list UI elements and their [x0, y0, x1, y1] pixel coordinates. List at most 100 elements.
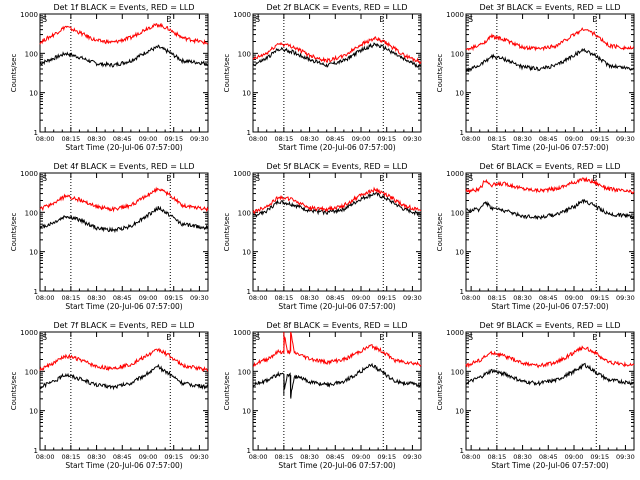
- chart-title: Det 1f BLACK = Events, RED = LLD: [53, 3, 194, 12]
- x-axis-label: Start Time (20-Jul-06 07:57:00): [278, 143, 395, 152]
- y-tick-label: 100: [238, 50, 251, 58]
- e-label: E: [592, 333, 597, 342]
- y-tick-label: 1: [247, 129, 251, 137]
- x-tick-label: 09:30: [190, 453, 209, 461]
- y-tick-label: 10: [242, 408, 251, 416]
- y-tick-label: 10: [455, 90, 464, 98]
- x-tick-label: 08:45: [326, 453, 345, 461]
- x-tick-label: 08:45: [113, 453, 132, 461]
- chart-panel-7: Det 7f BLACK = Events, RED = LLD 1 10 100 10…: [10, 321, 209, 470]
- x-tick-label: 09:30: [403, 294, 422, 302]
- s-label: S: [255, 15, 260, 24]
- y-tick-label: 100: [25, 50, 38, 58]
- x-tick-label: 08:30: [513, 294, 532, 302]
- y-axis-label: Counts/sec: [223, 54, 231, 93]
- series-lld-line: [465, 27, 635, 52]
- e-label: E: [166, 15, 171, 24]
- plot-frame: [252, 13, 422, 133]
- x-tick-label: 09:30: [616, 453, 635, 461]
- e-label: E: [592, 15, 597, 24]
- y-tick-label: 1: [34, 129, 38, 137]
- chart-title: Det 8f BLACK = Events, RED = LLD: [266, 321, 407, 330]
- x-tick-label: 09:15: [590, 453, 609, 461]
- chart-panel-5: Det 5f BLACK = Events, RED = LLD 1 10 100 10…: [223, 162, 422, 311]
- s-label: S: [468, 174, 473, 183]
- series-events-line: [252, 42, 422, 69]
- y-tick-label: 1000: [20, 329, 38, 337]
- x-tick-label: 08:45: [539, 294, 558, 302]
- x-tick-label: 08:00: [249, 453, 268, 461]
- x-tick-label: 08:30: [87, 294, 106, 302]
- x-tick-label: 08:45: [539, 135, 558, 143]
- chart-title: Det 9f BLACK = Events, RED = LLD: [479, 321, 620, 330]
- y-axis-label: Counts/sec: [436, 372, 444, 411]
- x-axis-label: Start Time (20-Jul-06 07:57:00): [65, 461, 182, 470]
- x-tick-label: 08:45: [113, 135, 132, 143]
- y-tick-label: 1: [247, 288, 251, 296]
- x-tick-label: 09:00: [352, 453, 371, 461]
- chart-title: Det 2f BLACK = Events, RED = LLD: [266, 3, 407, 12]
- series-lld-line: [465, 345, 635, 369]
- x-axis-label: Start Time (20-Jul-06 07:57:00): [278, 302, 395, 311]
- series-lld-line: [253, 331, 422, 367]
- x-tick-label: 09:00: [139, 294, 158, 302]
- y-axis-label: Counts/sec: [223, 213, 231, 252]
- y-tick-label: 100: [238, 368, 251, 376]
- x-tick-label: 09:15: [377, 135, 396, 143]
- x-tick-label: 09:00: [352, 135, 371, 143]
- x-tick-label: 08:15: [487, 453, 506, 461]
- x-tick-label: 08:45: [326, 135, 345, 143]
- y-tick-label: 1: [34, 288, 38, 296]
- y-axis-label: Counts/sec: [10, 54, 18, 93]
- y-tick-label: 1000: [20, 170, 38, 178]
- y-tick-label: 1: [34, 447, 38, 455]
- plot-frame: [39, 172, 209, 292]
- chart-title: Det 4f BLACK = Events, RED = LLD: [53, 162, 194, 171]
- x-tick-label: 09:00: [139, 453, 158, 461]
- y-tick-label: 100: [451, 209, 464, 217]
- x-tick-label: 08:30: [513, 453, 532, 461]
- y-tick-label: 10: [29, 408, 38, 416]
- x-tick-label: 09:15: [164, 294, 183, 302]
- x-tick-label: 08:00: [249, 135, 268, 143]
- series-events-line: [39, 363, 209, 391]
- x-tick-label: 08:30: [513, 135, 532, 143]
- x-tick-label: 08:30: [300, 453, 319, 461]
- x-tick-label: 08:30: [300, 294, 319, 302]
- y-tick-label: 100: [451, 368, 464, 376]
- x-tick-label: 08:00: [462, 135, 481, 143]
- series-events-line: [39, 205, 209, 234]
- x-tick-label: 08:30: [87, 135, 106, 143]
- x-tick-label: 09:30: [403, 135, 422, 143]
- x-tick-label: 08:15: [61, 135, 80, 143]
- e-label: E: [379, 333, 384, 342]
- x-tick-label: 09:15: [164, 135, 183, 143]
- plot-frame: [465, 13, 635, 133]
- x-tick-label: 08:15: [274, 453, 293, 461]
- y-tick-label: 10: [242, 90, 251, 98]
- chart-title: Det 3f BLACK = Events, RED = LLD: [479, 3, 620, 12]
- y-tick-label: 1000: [233, 170, 251, 178]
- x-axis-label: Start Time (20-Jul-06 07:57:00): [491, 302, 608, 311]
- y-tick-label: 1: [247, 447, 251, 455]
- x-tick-label: 08:45: [539, 453, 558, 461]
- x-axis-label: Start Time (20-Jul-06 07:57:00): [65, 302, 182, 311]
- x-tick-label: 08:30: [300, 135, 319, 143]
- e-label: E: [379, 174, 384, 183]
- y-tick-label: 1000: [446, 170, 464, 178]
- plot-frame: [465, 172, 635, 292]
- s-label: S: [468, 15, 473, 24]
- x-tick-label: 09:30: [190, 135, 209, 143]
- x-tick-label: 08:15: [274, 135, 293, 143]
- series-lld-line: [465, 176, 635, 195]
- plot-frame: [465, 331, 635, 451]
- x-tick-label: 08:15: [487, 294, 506, 302]
- series-events-line: [39, 44, 209, 68]
- x-tick-label: 08:15: [274, 294, 293, 302]
- x-tick-label: 08:00: [462, 453, 481, 461]
- x-tick-label: 08:00: [249, 294, 268, 302]
- y-tick-label: 1: [460, 288, 464, 296]
- s-label: S: [468, 333, 473, 342]
- y-tick-label: 1000: [20, 11, 38, 19]
- chart-panel-4: Det 4f BLACK = Events, RED = LLD 1 10 100 10…: [10, 162, 209, 311]
